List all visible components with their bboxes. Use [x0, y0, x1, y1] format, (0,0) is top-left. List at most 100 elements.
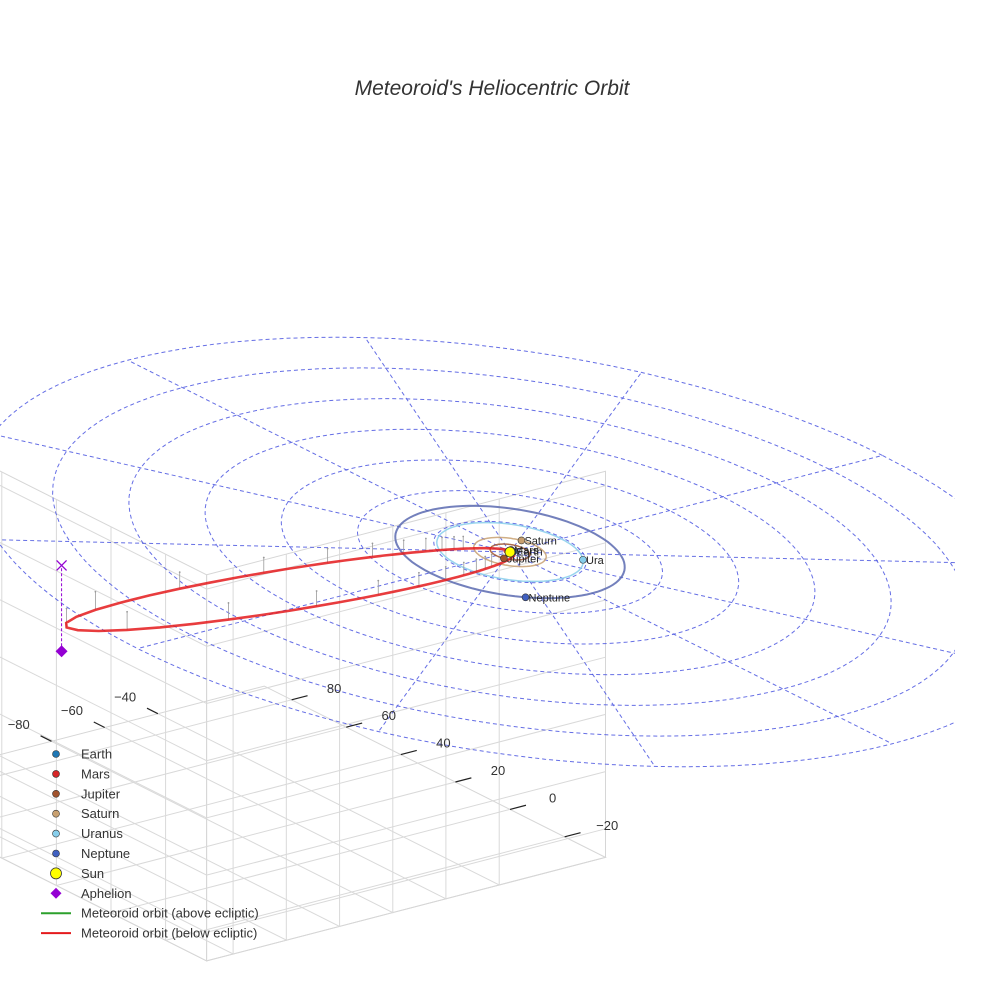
legend: Earth Mars Jupiter Saturn Uranus Neptune Sun Ap…: [41, 747, 259, 941]
ecliptic-spoke: [509, 454, 883, 553]
ecliptic-spoke: [509, 551, 955, 564]
y-tick: [291, 695, 308, 701]
drop-line-tip: [65, 607, 68, 610]
legend-label: Saturn: [81, 806, 119, 821]
neptune-marker: [521, 593, 530, 602]
ecliptic-spoke: [509, 551, 893, 745]
y-tick-label: 0: [549, 790, 556, 805]
ecliptic-drop-lines: [65, 535, 493, 630]
legend-item: Jupiter: [52, 786, 121, 801]
legend-label: Meteoroid orbit (below ecliptic): [81, 926, 257, 941]
x-tick-label: −40: [114, 689, 136, 704]
legend-item: Uranus: [52, 826, 123, 841]
y-axis: −20 0 20 40 60 80: [291, 681, 618, 838]
drop-line-tip: [441, 536, 443, 539]
drop-line-tip: [315, 590, 318, 592]
jupiter-orbit: [489, 543, 531, 561]
ecliptic-grid: [0, 336, 955, 768]
ecliptic-spoke: [127, 359, 511, 553]
ecliptic-spoke: [137, 551, 511, 650]
z-gridline: [0, 828, 606, 933]
drop-line-tip: [262, 556, 265, 559]
y-gridline: [0, 726, 347, 818]
y-tick: [564, 832, 581, 838]
drop-line-tip: [462, 535, 465, 538]
y-tick-label: 20: [491, 763, 505, 778]
aphelion-marker: [55, 645, 68, 658]
legend-marker: [52, 809, 60, 818]
y-gridline: [0, 699, 292, 776]
legend-label: Neptune: [81, 846, 130, 861]
ecliptic-ring: [52, 367, 955, 737]
y-tick-label: −20: [596, 818, 618, 833]
chart-title: Meteoroid's Heliocentric Orbit: [355, 77, 631, 100]
legend-label: Uranus: [81, 826, 123, 841]
z-gridline: [0, 599, 606, 705]
x-tick: [40, 735, 52, 742]
x-tick-label: −80: [8, 717, 30, 732]
z-gridline: [0, 713, 606, 819]
ecliptic-spoke: [378, 551, 511, 732]
y-tick: [346, 722, 363, 728]
ecliptic-spoke: [509, 372, 642, 553]
legend-label: Mars: [81, 766, 110, 781]
saturn-orbit: [473, 536, 547, 568]
mars-label: Mars: [514, 545, 539, 557]
grid-lines: [0, 472, 606, 955]
z-gridline: [0, 656, 606, 762]
legend-item: Sun: [50, 866, 104, 881]
legend-label: Jupiter: [81, 786, 121, 801]
x-axis: −140−120−100−80−60−40: [8, 689, 159, 742]
z-gridline: [0, 484, 606, 590]
uranus-orbit: [436, 521, 584, 583]
earth-label: Earth: [516, 547, 542, 559]
legend-marker: [52, 849, 60, 858]
x-tick: [93, 721, 105, 729]
ecliptic-spoke: [509, 551, 955, 654]
drop-line-tip: [371, 542, 374, 545]
legend-marker: [52, 770, 60, 778]
drop-line-tip: [94, 590, 97, 593]
z-gridline: [0, 770, 606, 876]
neptune-orbit: [394, 504, 626, 600]
legend-label: Sun: [81, 866, 104, 881]
drop-line-tip: [444, 566, 447, 568]
y-tick-label: 60: [382, 708, 396, 723]
x-tick-label: −60: [61, 703, 83, 718]
legend-item: Neptune: [52, 846, 130, 861]
drop-line-tip: [424, 537, 427, 540]
y-tick: [400, 749, 417, 756]
saturn-marker: [517, 536, 526, 545]
legend-item: Meteoroid orbit (above ecliptic): [41, 906, 259, 921]
drop-line-tip: [377, 579, 380, 582]
ecliptic-spoke: [0, 539, 511, 553]
x-gridline: [0, 540, 341, 928]
legend-label: Meteoroid orbit (above ecliptic): [81, 906, 259, 921]
drop-line-tip: [402, 539, 405, 542]
legend-marker: [52, 750, 60, 758]
ecliptic-spoke: [509, 551, 656, 767]
drop-line-tip: [475, 558, 478, 561]
ecliptic-spoke: [0, 435, 511, 553]
legend-label: Aphelion: [81, 886, 132, 901]
legend-marker: [52, 829, 60, 838]
jupiter-label: Jupiter: [507, 553, 540, 565]
neptune-label: Neptune: [529, 592, 571, 604]
drop-line-tip: [484, 555, 487, 558]
drop-line-tip: [453, 535, 455, 538]
legend-marker: [50, 887, 62, 899]
x-tick: [146, 707, 159, 715]
drop-line-tip: [418, 571, 420, 574]
saturn-label: Saturn: [524, 535, 556, 547]
ecliptic-ring: [0, 336, 955, 768]
legend-label: Earth: [81, 747, 112, 762]
y-tick-label: 40: [436, 736, 450, 751]
uranus-label: Ura: [586, 555, 605, 567]
y-tick-label: 80: [327, 681, 341, 696]
drop-line-tip: [462, 561, 465, 564]
legend-marker: [50, 867, 62, 880]
legend-item: Mars: [52, 766, 110, 781]
drop-line-tip: [227, 602, 230, 604]
jupiter-marker: [500, 554, 508, 563]
